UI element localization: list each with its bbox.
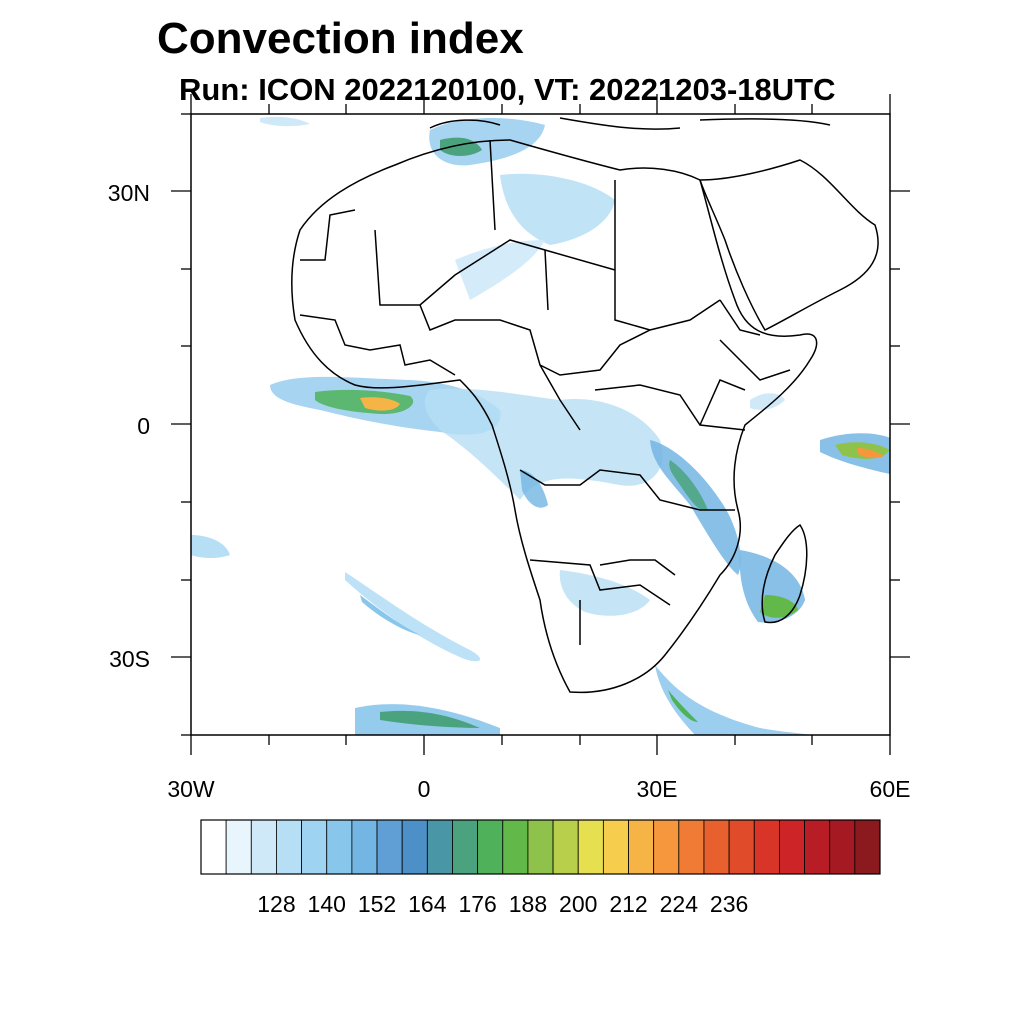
- colorbar-box-9: [426, 819, 453, 875]
- arabia-coastline: [698, 159, 879, 331]
- colorbar-label: 152: [357, 891, 397, 917]
- colorbar: [200, 819, 881, 875]
- convection-blob-westatl: [191, 535, 230, 559]
- colorbar-box-10: [452, 819, 479, 875]
- convection-blob-eastafr: [750, 393, 785, 410]
- colorbar-box-21: [728, 819, 755, 875]
- y-ticks: [171, 113, 910, 736]
- convection-core-rift: [669, 460, 708, 511]
- border-horn: [699, 299, 791, 426]
- lon-label-0: 0: [417, 776, 431, 802]
- colorbar-box-23: [779, 819, 805, 875]
- lat-label-0: 0: [137, 413, 150, 439]
- border-south: [519, 469, 735, 645]
- lon-label-30e: 30E: [636, 776, 678, 802]
- colorbar-box-17: [628, 819, 655, 875]
- convection-blob-angola: [520, 470, 548, 508]
- madagascar-coastline: [761, 523, 808, 624]
- colorbar-label: 236: [709, 891, 749, 917]
- convection-blob-topleft: [260, 116, 310, 127]
- convection-streak-se: [655, 665, 815, 735]
- convection-band-southern-core: [380, 710, 480, 728]
- colorbar-box-14: [552, 819, 579, 875]
- colorbar-box-8: [401, 819, 428, 875]
- colorbar-box-16: [602, 819, 629, 875]
- x-ticks: [190, 94, 891, 755]
- colorbar-box-1: [225, 819, 252, 875]
- colorbar-label: 128: [257, 891, 296, 917]
- colorbar-label: 212: [609, 891, 648, 917]
- colorbar-box-6: [351, 819, 378, 875]
- convection-streak-atlantic: [345, 572, 481, 662]
- colorbar-box-4: [301, 819, 328, 875]
- lon-label-60e: 60E: [869, 776, 911, 802]
- border-west: [299, 314, 456, 376]
- colorbar-box-13: [527, 819, 554, 875]
- colorbar-box-18: [653, 819, 680, 875]
- colorbar-box-12: [502, 819, 529, 875]
- colorbar-box-2: [250, 819, 277, 875]
- convection-peak-guinea: [360, 397, 400, 411]
- border-central: [419, 299, 746, 431]
- chart-title: Convection index: [157, 14, 524, 63]
- colorbar-frame: [200, 819, 881, 875]
- colorbar-box-24: [804, 819, 831, 875]
- border-sahara: [300, 139, 651, 331]
- africa-coastline: [290, 139, 818, 694]
- colorbar-label: 140: [307, 891, 346, 917]
- convection-blob-south: [559, 570, 650, 616]
- colorbar-box-25: [829, 819, 856, 875]
- colorbar-label: 176: [458, 891, 497, 917]
- chart-subtitle: Run: ICON 2022120100, VT: 20221203-18UTC: [179, 72, 836, 107]
- colorbar-label: 224: [659, 891, 698, 917]
- colorbar-box-19: [678, 819, 705, 875]
- convection-blob-congo: [424, 388, 663, 500]
- lat-label-30s: 30S: [109, 646, 150, 672]
- colorbar-label: 188: [508, 891, 548, 917]
- colorbar-box-7: [376, 819, 403, 875]
- colorbar-box-26: [854, 819, 881, 875]
- lat-label-30n: 30N: [107, 180, 150, 206]
- colorbar-box-22: [753, 819, 780, 875]
- colorbar-box-15: [577, 819, 604, 875]
- convection-peak-indian: [858, 448, 884, 459]
- lon-label-30w: 30W: [167, 776, 215, 802]
- colorbar-box-20: [703, 819, 730, 875]
- coastlines: [290, 117, 879, 694]
- europe-coastline: [429, 117, 831, 130]
- convection-core-madagascar: [760, 595, 798, 618]
- colorbar-box-11: [477, 819, 504, 875]
- colorbar-label: 200: [559, 891, 598, 917]
- colorbar-box-0: [200, 819, 227, 875]
- convection-blob-libya: [500, 173, 615, 245]
- convection-band-sahel: [455, 240, 545, 300]
- colorbar-box-3: [276, 819, 302, 875]
- colorbar-label: 164: [408, 891, 447, 917]
- colorbar-box-5: [326, 819, 353, 875]
